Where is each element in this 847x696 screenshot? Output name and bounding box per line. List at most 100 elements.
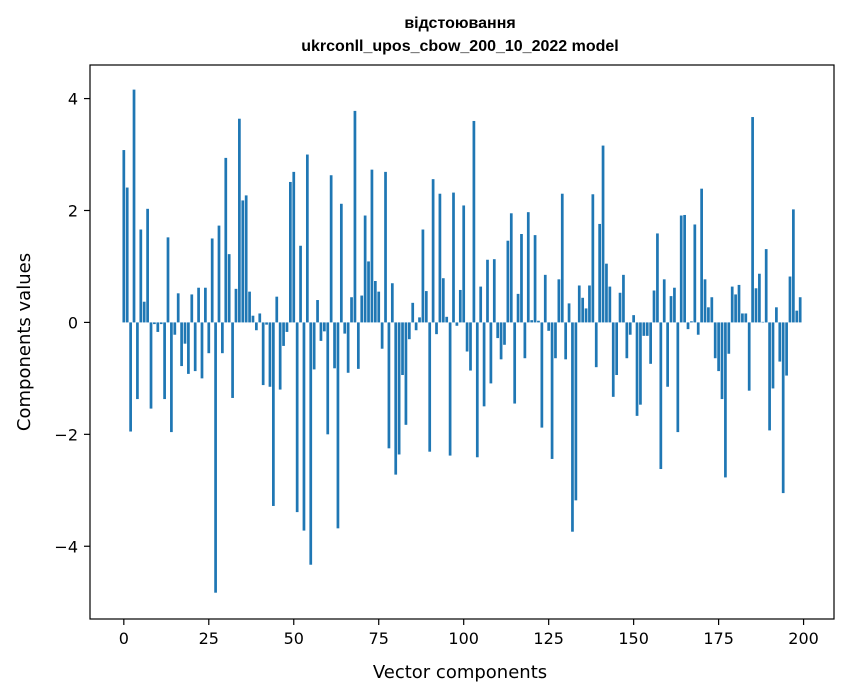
- bar-126: [550, 322, 554, 459]
- y-axis-ticks: −4 −2 0 2 4: [54, 90, 90, 556]
- bar-129: [560, 193, 564, 323]
- bar-174: [713, 322, 717, 359]
- bar-23: [200, 322, 204, 379]
- bar-108: [489, 322, 493, 384]
- x-tick-label: 100: [448, 629, 479, 648]
- bar-141: [601, 145, 605, 323]
- bar-124: [543, 274, 547, 323]
- bar-30: [224, 157, 228, 323]
- bar-113: [506, 240, 510, 323]
- bar-75: [377, 291, 381, 323]
- bar-105: [479, 286, 483, 323]
- bar-37: [248, 291, 251, 323]
- bar-160: [666, 322, 669, 387]
- bar-137: [588, 285, 591, 323]
- bar-110: [496, 322, 500, 339]
- bar-40: [258, 313, 262, 323]
- x-tick-label: 0: [119, 629, 129, 648]
- bar-15: [173, 322, 177, 335]
- bar-68: [353, 110, 357, 323]
- bar-36: [244, 195, 248, 323]
- bar-122: [537, 320, 540, 323]
- bar-96: [448, 322, 452, 456]
- bar-189: [764, 249, 768, 323]
- bar-29: [221, 322, 224, 354]
- bar-104: [475, 322, 479, 458]
- bar-176: [720, 322, 724, 400]
- bar-147: [622, 274, 625, 323]
- bar-117: [520, 234, 523, 323]
- bar-27: [214, 322, 217, 593]
- bar-115: [513, 322, 517, 404]
- bar-190: [768, 322, 771, 431]
- bar-155: [649, 322, 652, 364]
- bar-43: [268, 322, 272, 387]
- bar-10: [156, 322, 160, 332]
- y-tick-label: −4: [54, 537, 78, 556]
- plot-frame: [89, 64, 835, 620]
- bar-82: [401, 322, 404, 376]
- bar-6: [142, 301, 146, 323]
- bar-90: [428, 322, 432, 452]
- bar-100: [462, 205, 466, 323]
- bar-12: [163, 322, 166, 400]
- x-tick-label: 125: [533, 629, 564, 648]
- x-tick-label: 75: [369, 629, 389, 648]
- bar-83: [404, 322, 408, 425]
- bar-140: [598, 223, 602, 323]
- bar-161: [669, 296, 673, 323]
- bar-192: [775, 307, 778, 323]
- bar-59: [322, 322, 326, 332]
- bar-169: [696, 322, 700, 335]
- bar-144: [611, 322, 615, 397]
- bar-135: [581, 297, 585, 323]
- bar-183: [744, 313, 748, 323]
- bar-81: [397, 322, 401, 455]
- bar-5: [139, 229, 143, 323]
- bar-149: [628, 322, 632, 335]
- bar-63: [336, 322, 340, 529]
- bar-123: [540, 322, 544, 428]
- bar-197: [792, 209, 795, 323]
- bar-7: [146, 208, 149, 323]
- bar-11: [159, 322, 163, 325]
- bar-184: [747, 322, 751, 391]
- bar-79: [390, 283, 394, 323]
- bar-125: [547, 322, 551, 331]
- bar-95: [445, 316, 449, 323]
- bar-41: [261, 322, 265, 386]
- bar-119: [526, 212, 530, 323]
- bar-148: [625, 322, 629, 359]
- bar-195: [785, 322, 788, 376]
- bar-112: [503, 322, 506, 345]
- bar-181: [737, 284, 741, 323]
- bar-142: [605, 263, 608, 323]
- bar-35: [241, 200, 245, 323]
- bar-156: [652, 290, 656, 323]
- bar-130: [564, 322, 568, 360]
- bar-22: [197, 287, 200, 323]
- bar-0: [122, 150, 126, 323]
- bar-85: [411, 302, 415, 323]
- y-axis-label: Components values: [14, 253, 35, 431]
- bar-3: [132, 89, 136, 323]
- bar-91: [431, 179, 435, 323]
- bar-103: [472, 120, 476, 323]
- bar-111: [499, 322, 503, 360]
- bar-179: [730, 286, 734, 323]
- bar-52: [299, 245, 302, 323]
- bar-136: [584, 308, 588, 323]
- bar-17: [180, 322, 183, 367]
- bar-194: [781, 322, 785, 494]
- bar-89: [424, 291, 428, 323]
- bar-56: [312, 322, 316, 370]
- bar-193: [778, 322, 782, 362]
- bar-49: [289, 181, 292, 323]
- bar-42: [265, 322, 268, 325]
- bars-group: [122, 89, 802, 593]
- bar-145: [615, 322, 619, 376]
- bar-34: [238, 118, 241, 323]
- bar-199: [798, 297, 802, 323]
- x-axis-label: Vector components: [373, 662, 547, 683]
